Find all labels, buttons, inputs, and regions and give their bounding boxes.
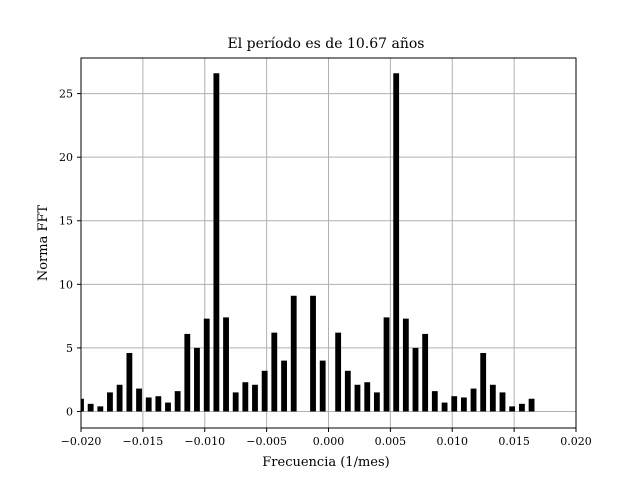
- bar-15: [223, 317, 229, 412]
- bar-7: [145, 397, 152, 412]
- y-tick-label-0: 0: [66, 405, 73, 418]
- bar-12: [194, 347, 200, 412]
- bar-45: [519, 403, 525, 412]
- bar-25: [319, 360, 326, 412]
- bar-46: [528, 398, 535, 412]
- bar-2: [97, 406, 104, 412]
- y-tick-label-3: 15: [59, 215, 73, 228]
- bar-37: [441, 402, 448, 412]
- bar-41: [480, 352, 487, 412]
- bar-19: [261, 370, 268, 412]
- y-tick-label-1: 5: [66, 342, 73, 355]
- bar-44: [509, 406, 516, 412]
- bar-3: [107, 392, 113, 412]
- bar-6: [136, 388, 142, 412]
- bar-34: [412, 347, 419, 412]
- x-tick-label-4: 0.000: [313, 435, 345, 448]
- bar-36: [431, 391, 438, 412]
- y-tick-label-4: 20: [59, 151, 73, 164]
- x-tick-label-8: 0.020: [560, 435, 592, 448]
- bar-30: [373, 392, 380, 412]
- x-tick-label-5: 0.005: [375, 435, 407, 448]
- bar-4: [116, 384, 123, 412]
- y-axis-ticks: 0 5 10 15 20 25: [59, 88, 81, 418]
- bar-29: [364, 382, 371, 412]
- bar-13: [203, 318, 210, 412]
- chart-title: El período es de 10.67 años: [228, 36, 425, 52]
- bars: [81, 73, 535, 412]
- y-tick-label-2: 10: [59, 278, 73, 291]
- bar-0: [81, 398, 84, 412]
- bar-11: [184, 333, 191, 412]
- x-tick-label-1: −0.015: [123, 435, 164, 448]
- x-tick-label-0: −0.020: [61, 435, 102, 448]
- y-tick-label-5: 25: [59, 88, 73, 101]
- bar-24: [310, 295, 316, 412]
- bar-39: [460, 397, 467, 412]
- bar-26: [335, 332, 342, 412]
- bar-43: [499, 392, 506, 412]
- bar-28: [354, 384, 361, 412]
- bar-18: [252, 384, 258, 412]
- bar-8: [155, 396, 162, 412]
- x-tick-label-7: 0.015: [498, 435, 530, 448]
- bar-9: [165, 402, 171, 412]
- bar-5: [126, 352, 133, 412]
- y-axis-label: Norma FFT: [36, 205, 51, 282]
- x-tick-label-3: −0.005: [246, 435, 287, 448]
- bar-42: [489, 384, 496, 412]
- bar-32: [393, 73, 400, 412]
- bar-10: [174, 391, 181, 412]
- x-tick-label-6: 0.010: [437, 435, 469, 448]
- bar-17: [242, 382, 249, 412]
- x-axis-ticks: −0.020 −0.015 −0.010 −0.005 0.000 0.005 0.010 0…: [61, 428, 592, 448]
- bar-22: [290, 295, 297, 412]
- bar-20: [271, 332, 278, 412]
- bar-21: [281, 360, 287, 412]
- bar-38: [451, 396, 458, 412]
- x-axis-label: Frecuencia (1/mes): [262, 455, 389, 470]
- x-tick-label-2: −0.010: [184, 435, 225, 448]
- bar-27: [344, 370, 351, 412]
- bar-14: [213, 73, 220, 412]
- bar-1: [87, 403, 94, 412]
- bar-40: [470, 388, 477, 412]
- bar-33: [402, 318, 409, 412]
- bar-35: [422, 333, 429, 412]
- bar-16: [232, 392, 239, 412]
- bar-31: [383, 317, 390, 412]
